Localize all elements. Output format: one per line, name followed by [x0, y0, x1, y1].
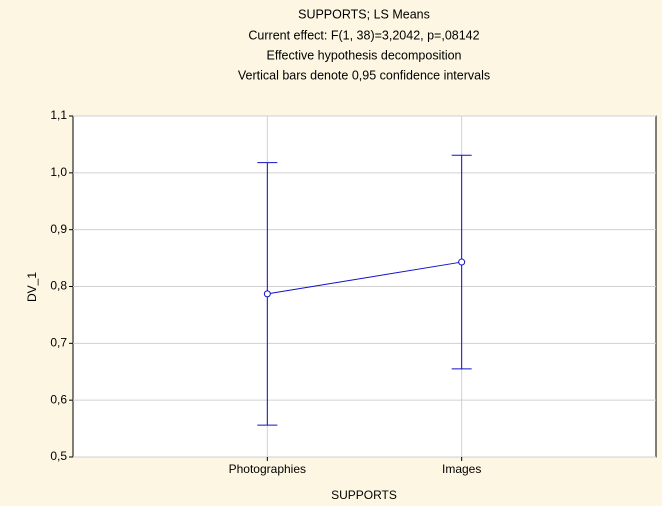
y-tick-label: 0,8 — [50, 279, 67, 293]
y-tick-label: 1,1 — [50, 108, 67, 122]
chart-subtitle: Vertical bars denote 0,95 confidence int… — [238, 68, 490, 82]
y-tick-label: 1,0 — [50, 165, 67, 179]
x-tick-label: Images — [442, 462, 481, 476]
y-tick-label: 0,6 — [50, 392, 67, 406]
y-tick-label: 0,5 — [50, 449, 67, 463]
x-axis-label: SUPPORTS — [331, 488, 397, 502]
y-tick-label: 0,7 — [50, 336, 67, 350]
y-tick-label: 0,9 — [50, 222, 67, 236]
chart-subtitle: Current effect: F(1, 38)=3,2042, p=,0814… — [248, 28, 479, 42]
y-axis-label: DV_1 — [25, 272, 39, 302]
chart-subtitle: Effective hypothesis decomposition — [266, 48, 461, 62]
chart-title: SUPPORTS; LS Means — [298, 7, 430, 21]
mean-point — [263, 290, 271, 298]
mean-line — [267, 261, 462, 295]
mean-point — [458, 258, 466, 266]
x-tick-label: Photographies — [229, 462, 306, 476]
